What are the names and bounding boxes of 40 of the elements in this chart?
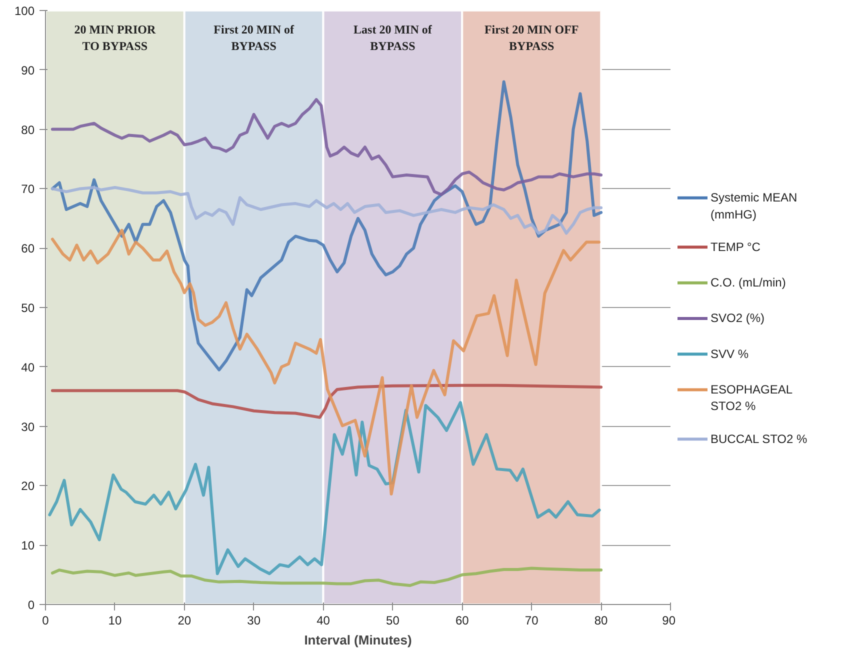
x-tick-label: 90	[662, 614, 676, 628]
legend-label: C.O. (mL/min)	[710, 276, 786, 290]
line-series	[50, 384, 603, 419]
line-series	[48, 401, 601, 576]
y-tick-label: 30	[21, 420, 35, 434]
x-tick-label: 50	[386, 614, 400, 628]
y-tick-label: 60	[21, 242, 35, 256]
legend-label: ESOPHAGEAL STO2 %	[710, 382, 793, 414]
legend-label: Systemic MEAN (mmHG)	[710, 190, 798, 222]
x-tick-label: 80	[594, 614, 608, 628]
x-tick-label: 30	[247, 614, 261, 628]
band-label: First 20 MIN of BYPASS	[214, 22, 295, 54]
x-tick-label: 0	[42, 614, 50, 628]
y-tick-label: 70	[21, 182, 35, 196]
y-tick-label: 0	[28, 598, 35, 612]
x-tick-label: 70	[524, 614, 539, 628]
y-tick-label: 90	[21, 63, 35, 78]
band-label: 20 MIN PRIOR TO BYPASS	[74, 22, 156, 54]
x-axis-title: Interval (Minutes)	[304, 632, 412, 648]
y-tick-label: 100	[14, 4, 35, 18]
y-tick-label: 80	[21, 122, 35, 137]
line-series	[50, 566, 603, 587]
y-tick-label: 20	[21, 479, 35, 494]
band-label: First 20 MIN OFF BYPASS	[484, 22, 579, 54]
legend-label: BUCCAL STO2 %	[710, 432, 808, 446]
line-series	[50, 186, 603, 235]
y-tick-label: 50	[21, 301, 35, 315]
x-tick-label: 20	[178, 614, 192, 628]
legend-label: TEMP °C	[710, 240, 761, 254]
x-tick-label: 60	[455, 614, 470, 628]
x-tick-label: 40	[316, 614, 330, 628]
legend-label: SVV %	[710, 346, 749, 361]
legend-label: SVO2 (%)	[710, 311, 765, 326]
x-tick-label: 10	[108, 614, 122, 628]
y-tick-label: 10	[21, 538, 35, 553]
line-series	[50, 228, 600, 496]
line-series	[50, 98, 603, 196]
y-tick-label: 40	[21, 360, 35, 374]
band-label: Last 20 MIN of BYPASS	[354, 22, 433, 54]
line-series	[50, 80, 603, 372]
